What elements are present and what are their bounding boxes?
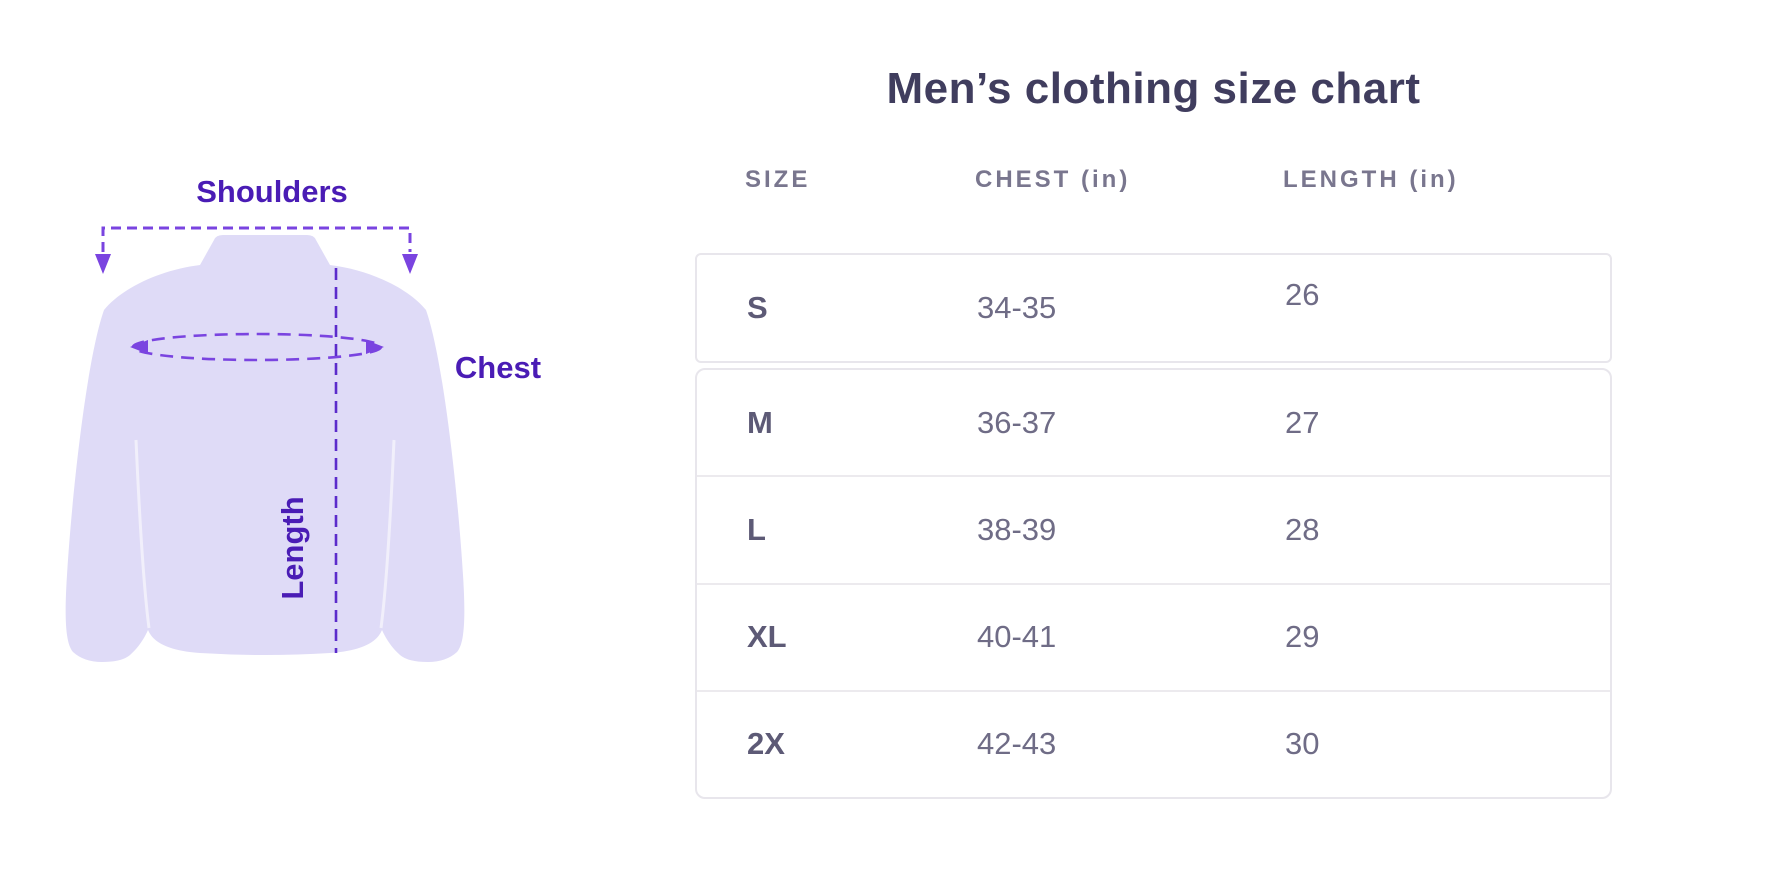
shirt-graphic bbox=[65, 235, 465, 662]
column-header-chest: CHEST (in) bbox=[975, 166, 1131, 193]
length-cell: 30 bbox=[1285, 726, 1320, 762]
table-header-row: SIZE CHEST (in) LENGTH (in) bbox=[695, 160, 1612, 200]
chest-left-arrowhead bbox=[130, 340, 148, 354]
shoulders-left-arrowhead bbox=[95, 254, 111, 274]
size-cell: XL bbox=[747, 619, 787, 655]
shirt-measurement-diagram: Shoulders Chest Length bbox=[40, 150, 600, 810]
size-cell: S bbox=[747, 290, 768, 325]
length-cell: 29 bbox=[1285, 619, 1320, 655]
length-cell: 26 bbox=[1285, 277, 1320, 312]
length-label: Length bbox=[275, 496, 310, 599]
left-sleeve-crease bbox=[134, 439, 151, 629]
table-row: S 34-35 26 bbox=[697, 255, 1610, 361]
table-row: M 36-37 27 bbox=[697, 370, 1610, 475]
size-table-first-row-box: S 34-35 26 bbox=[695, 253, 1612, 363]
length-cell: 27 bbox=[1285, 404, 1320, 440]
table-row: 2X 42-43 30 bbox=[697, 689, 1610, 797]
chest-right-arrowhead bbox=[366, 340, 384, 354]
right-sleeve-crease bbox=[379, 439, 396, 629]
length-cell: 28 bbox=[1285, 511, 1320, 547]
chest-cell: 40-41 bbox=[977, 619, 1057, 655]
size-table-box: M 36-37 27 L 38-39 28 XL 40-41 29 2X 42-… bbox=[695, 368, 1612, 799]
chest-cell: 42-43 bbox=[977, 726, 1057, 762]
table-row: L 38-39 28 bbox=[697, 475, 1610, 582]
shoulders-right-arrowhead bbox=[402, 254, 418, 274]
table-row: XL 40-41 29 bbox=[697, 582, 1610, 690]
size-cell: M bbox=[747, 404, 773, 440]
shoulders-bracket-arrow bbox=[95, 226, 418, 274]
shoulders-label: Shoulders bbox=[196, 174, 348, 209]
size-cell: 2X bbox=[747, 726, 785, 762]
chest-label: Chest bbox=[455, 350, 541, 385]
shirt-diagram-svg: Shoulders Chest Length bbox=[65, 174, 541, 662]
chest-ellipse-arrow bbox=[130, 332, 384, 362]
page-title: Men’s clothing size chart bbox=[886, 64, 1421, 113]
column-header-length: LENGTH (in) bbox=[1283, 166, 1459, 193]
size-cell: L bbox=[747, 511, 766, 547]
chest-cell: 36-37 bbox=[977, 404, 1057, 440]
chest-cell: 34-35 bbox=[977, 290, 1057, 325]
column-header-size: SIZE bbox=[745, 166, 811, 193]
chest-cell: 38-39 bbox=[977, 511, 1057, 547]
